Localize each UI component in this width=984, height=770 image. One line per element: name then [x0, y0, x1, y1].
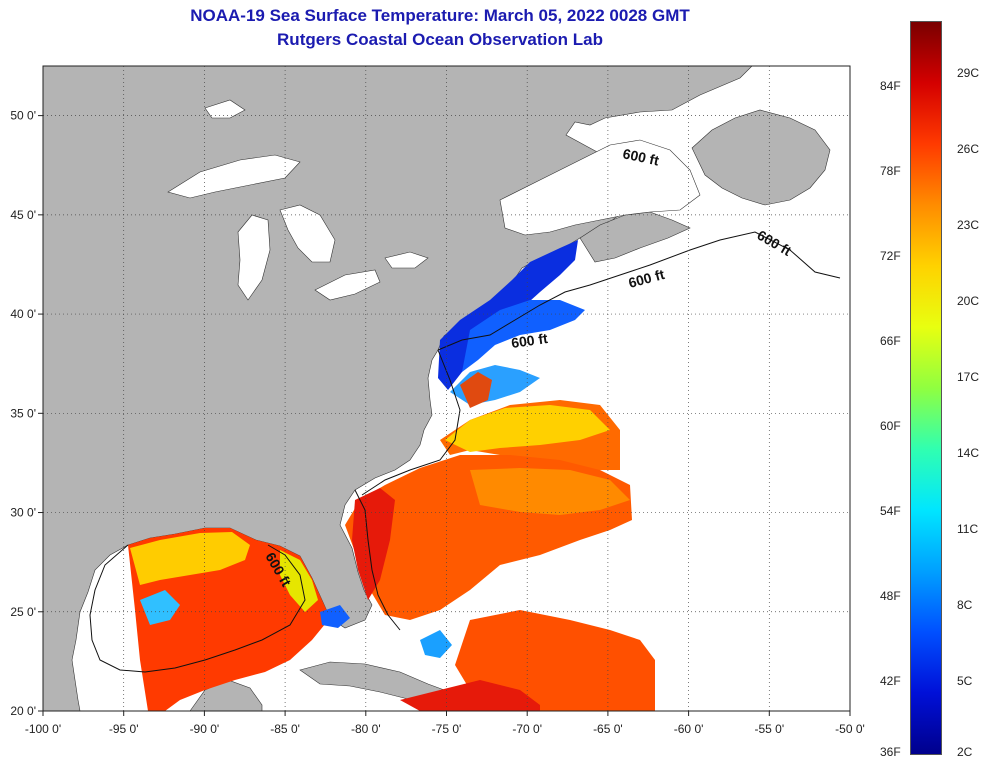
colorbar-fahrenheit-label: 60F — [880, 419, 901, 433]
contour-label: 600 ft — [510, 330, 549, 351]
x-tick-label: -75 0' — [432, 722, 462, 736]
colorbar-celsius-label: 29C — [957, 66, 980, 80]
colorbar-fahrenheit-label: 42F — [880, 674, 901, 688]
colorbar-celsius-label: 14C — [957, 446, 980, 460]
contour-label: 600 ft — [621, 145, 660, 168]
colorbar — [910, 21, 942, 755]
x-tick-label: -60 0' — [674, 722, 704, 736]
y-tick-label: 20 0' — [10, 704, 36, 718]
graticule — [43, 66, 850, 711]
colorbar-celsius-label: 26C — [957, 142, 980, 156]
x-tick-label: -85 0' — [270, 722, 300, 736]
colorbar-celsius-label: 17C — [957, 370, 980, 384]
x-tick-label: -65 0' — [593, 722, 623, 736]
x-tick-label: -50 0' — [835, 722, 865, 736]
y-tick-label: 40 0' — [10, 307, 36, 321]
x-tick-label: -100 0' — [25, 722, 61, 736]
colorbar-celsius-label: 23C — [957, 218, 980, 232]
x-tick-label: -80 0' — [351, 722, 381, 736]
colorbar-fahrenheit-label: 48F — [880, 589, 901, 603]
y-tick-label: 35 0' — [10, 406, 36, 420]
map-axes: -100 0' -95 0' -90 0' -85 0' -80 0' -75 0' -70… — [10, 109, 864, 736]
gulf-st-lawrence — [499, 139, 701, 236]
colorbar-fahrenheit-label: 72F — [880, 249, 901, 263]
y-tick-label: 30 0' — [10, 506, 36, 520]
map-title: NOAA-19 Sea Surface Temperature: March 0… — [190, 6, 690, 25]
y-tick-label: 45 0' — [10, 208, 36, 222]
colorbar-celsius-label: 8C — [957, 598, 973, 612]
map-subtitle: Rutgers Coastal Ocean Observation Lab — [277, 30, 603, 49]
colorbar-fahrenheit-label: 54F — [880, 504, 901, 518]
colorbar-fahrenheit-label: 84F — [880, 79, 901, 93]
y-tick-label: 50 0' — [10, 109, 36, 123]
x-tick-label: -95 0' — [109, 722, 139, 736]
colorbar-fahrenheit-label: 66F — [880, 334, 901, 348]
x-tick-label: -90 0' — [190, 722, 220, 736]
colorbar-fahrenheit-label: 36F — [880, 745, 901, 759]
land-nova-scotia — [579, 211, 691, 263]
y-tick-label: 25 0' — [10, 605, 36, 619]
depth-contours — [89, 231, 841, 673]
x-tick-label: -55 0' — [754, 722, 784, 736]
sst-imagery — [128, 240, 655, 711]
colorbar-celsius-label: 5C — [957, 674, 973, 688]
colorbar-celsius-label: 20C — [957, 294, 980, 308]
x-tick-label: -70 0' — [512, 722, 542, 736]
colorbar-celsius-label: 2C — [957, 745, 973, 759]
colorbar-fahrenheit-label: 78F — [880, 164, 901, 178]
colorbar-celsius-label: 11C — [957, 522, 979, 536]
great-lakes — [167, 99, 429, 301]
